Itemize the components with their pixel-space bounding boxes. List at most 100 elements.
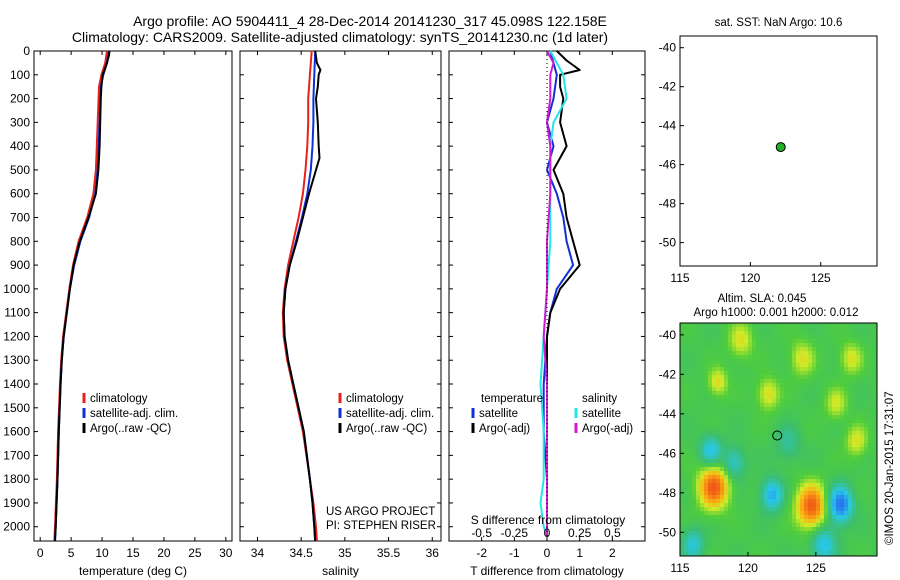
sla-heatmap-cell [736, 423, 740, 427]
sla-heatmap-cell [860, 339, 864, 343]
sla-heatmap-cell [852, 487, 856, 491]
sla-heatmap-cell [828, 431, 832, 435]
sla-heatmap-cell [868, 419, 872, 423]
sla-heatmap-cell [760, 391, 764, 395]
sla-heatmap-cell [724, 407, 728, 411]
sla-heatmap-cell [708, 523, 712, 527]
sla-heatmap-cell [852, 511, 856, 515]
sla-heatmap-cell [728, 519, 732, 523]
sla-heatmap-cell [756, 507, 760, 511]
sla-heatmap-cell [832, 347, 836, 351]
temperature-xtick-label: 10 [95, 546, 109, 560]
sla-heatmap-cell [728, 347, 732, 351]
sla-heatmap-cell [752, 387, 756, 391]
sla-heatmap-cell [688, 391, 692, 395]
sla-heatmap-cell [692, 551, 696, 555]
sla-heatmap-cell [764, 363, 768, 367]
sla-heatmap-cell [840, 519, 844, 523]
sla-heatmap-cell [832, 519, 836, 523]
sla-heatmap-cell [700, 487, 704, 491]
sla-heatmap-cell [816, 499, 820, 503]
sla-heatmap-cell [688, 403, 692, 407]
sla-heatmap-cell [828, 551, 832, 555]
sla-heatmap-cell [792, 535, 796, 539]
difference-xtick-label: -2 [476, 546, 487, 560]
sla-heatmap-cell [692, 511, 696, 515]
sla-heatmap-cell [712, 367, 716, 371]
sla-heatmap-cell [708, 343, 712, 347]
sla-heatmap-cell [684, 367, 688, 371]
sla-heatmap-cell [720, 351, 724, 355]
sla-heatmap-cell [764, 459, 768, 463]
sla-heatmap-cell [824, 379, 828, 383]
sla-heatmap-cell [776, 327, 780, 331]
sla-heatmap-cell [716, 439, 720, 443]
sla-heatmap-cell [792, 331, 796, 335]
sla-heatmap-cell [788, 351, 792, 355]
sla-heatmap-cell [828, 351, 832, 355]
sla-heatmap-cell [700, 491, 704, 495]
sla-heatmap-cell [680, 487, 684, 491]
sla-heatmap-cell [868, 355, 872, 359]
sla-heatmap-cell [760, 347, 764, 351]
sla-heatmap-cell [836, 535, 840, 539]
sla-heatmap-cell [728, 327, 732, 331]
sla-heatmap-cell [740, 367, 744, 371]
sla-heatmap-cell [816, 411, 820, 415]
sla-heatmap-cell [844, 411, 848, 415]
sla-heatmap-cell [728, 503, 732, 507]
sla-heatmap-cell [852, 399, 856, 403]
sla-heatmap-cell [848, 491, 852, 495]
sla-heatmap-cell [680, 427, 684, 431]
sla-heatmap-cell [772, 495, 776, 499]
sla-heatmap-cell [868, 331, 872, 335]
sla-heatmap-cell [696, 355, 700, 359]
sla-heatmap-cell [784, 403, 788, 407]
sla-heatmap-cell [796, 491, 800, 495]
sla-heatmap-cell [800, 503, 804, 507]
sla-heatmap-cell [824, 435, 828, 439]
sla-heatmap-cell [732, 483, 736, 487]
sla-heatmap-cell [708, 359, 712, 363]
sla-heatmap-cell [704, 439, 708, 443]
sla-heatmap-cell [856, 479, 860, 483]
sla-heatmap-cell [848, 523, 852, 527]
sla-heatmap-cell [852, 479, 856, 483]
sla-heatmap-cell [868, 427, 872, 431]
difference-s-tick-label: 0.5 [604, 526, 621, 540]
sla-heatmap-cell [724, 507, 728, 511]
sla-heatmap-cell [800, 359, 804, 363]
sla-heatmap-cell [840, 403, 844, 407]
sla-heatmap-cell [772, 335, 776, 339]
sla-heatmap-cell [820, 531, 824, 535]
sla-heatmap-cell [708, 351, 712, 355]
sla-heatmap-cell [712, 475, 716, 479]
sla-heatmap-cell [852, 327, 856, 331]
sla-heatmap-cell [784, 387, 788, 391]
sla-heatmap-cell [772, 503, 776, 507]
sla-heatmap-cell [804, 379, 808, 383]
sla-heatmap-cell [872, 355, 876, 359]
sla-heatmap-cell [800, 383, 804, 387]
sla-heatmap-cell [732, 399, 736, 403]
sla-heatmap-cell [748, 507, 752, 511]
sla-heatmap-cell [860, 383, 864, 387]
sla-heatmap-cell [712, 435, 716, 439]
sla-heatmap-cell [836, 463, 840, 467]
sla-heatmap-cell [784, 363, 788, 367]
sla-heatmap-cell [860, 523, 864, 527]
sla-heatmap-cell [752, 395, 756, 399]
sla-heatmap-cell [764, 339, 768, 343]
sla-heatmap-cell [768, 399, 772, 403]
sla-heatmap-cell [848, 367, 852, 371]
sla-heatmap-cell [744, 323, 748, 327]
sla-heatmap-cell [704, 419, 708, 423]
sla-heatmap-cell [772, 491, 776, 495]
sla-heatmap-cell [852, 407, 856, 411]
sla-heatmap-cell [756, 495, 760, 499]
sla-heatmap-cell [740, 467, 744, 471]
sla-heatmap-cell [812, 419, 816, 423]
sla-heatmap-cell [800, 531, 804, 535]
sla-heatmap-cell [772, 471, 776, 475]
sla-heatmap-cell [808, 467, 812, 471]
